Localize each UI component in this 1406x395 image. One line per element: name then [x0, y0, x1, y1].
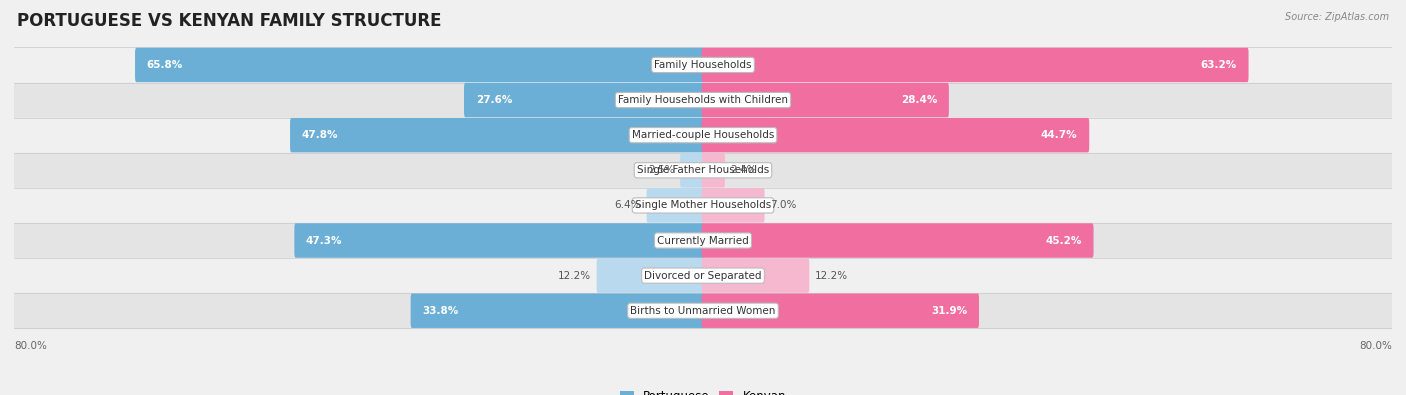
FancyBboxPatch shape: [135, 48, 704, 82]
Text: Family Households with Children: Family Households with Children: [619, 95, 787, 105]
Text: 45.2%: 45.2%: [1046, 235, 1083, 246]
Legend: Portuguese, Kenyan: Portuguese, Kenyan: [614, 385, 792, 395]
Text: Single Mother Households: Single Mother Households: [636, 200, 770, 211]
FancyBboxPatch shape: [702, 153, 725, 188]
FancyBboxPatch shape: [702, 223, 1094, 258]
FancyBboxPatch shape: [464, 83, 704, 117]
Text: Currently Married: Currently Married: [657, 235, 749, 246]
Bar: [14, 47, 1392, 83]
Text: 2.4%: 2.4%: [731, 165, 756, 175]
Bar: [14, 258, 1392, 293]
Bar: [14, 188, 1392, 223]
Text: Source: ZipAtlas.com: Source: ZipAtlas.com: [1285, 12, 1389, 22]
Bar: [14, 153, 1392, 188]
Text: 63.2%: 63.2%: [1201, 60, 1237, 70]
Text: 44.7%: 44.7%: [1040, 130, 1077, 140]
Text: 6.4%: 6.4%: [614, 200, 641, 211]
Text: Family Households: Family Households: [654, 60, 752, 70]
FancyBboxPatch shape: [702, 83, 949, 117]
Text: 47.8%: 47.8%: [302, 130, 339, 140]
FancyBboxPatch shape: [702, 293, 979, 328]
Text: Single Father Households: Single Father Households: [637, 165, 769, 175]
Text: Married-couple Households: Married-couple Households: [631, 130, 775, 140]
Text: 31.9%: 31.9%: [931, 306, 967, 316]
FancyBboxPatch shape: [702, 48, 1249, 82]
Text: 80.0%: 80.0%: [14, 340, 46, 351]
Text: Births to Unmarried Women: Births to Unmarried Women: [630, 306, 776, 316]
Bar: [14, 223, 1392, 258]
FancyBboxPatch shape: [411, 293, 704, 328]
FancyBboxPatch shape: [681, 153, 704, 188]
Bar: [14, 293, 1392, 328]
Text: 12.2%: 12.2%: [815, 271, 848, 280]
Bar: [14, 83, 1392, 118]
FancyBboxPatch shape: [290, 118, 704, 152]
FancyBboxPatch shape: [702, 258, 810, 293]
Text: 7.0%: 7.0%: [770, 200, 797, 211]
Text: Divorced or Separated: Divorced or Separated: [644, 271, 762, 280]
Text: 27.6%: 27.6%: [475, 95, 512, 105]
Bar: [14, 118, 1392, 153]
FancyBboxPatch shape: [294, 223, 704, 258]
FancyBboxPatch shape: [596, 258, 704, 293]
Text: 47.3%: 47.3%: [307, 235, 343, 246]
FancyBboxPatch shape: [702, 118, 1090, 152]
Text: PORTUGUESE VS KENYAN FAMILY STRUCTURE: PORTUGUESE VS KENYAN FAMILY STRUCTURE: [17, 12, 441, 30]
FancyBboxPatch shape: [647, 188, 704, 223]
FancyBboxPatch shape: [702, 188, 765, 223]
Text: 33.8%: 33.8%: [422, 306, 458, 316]
Text: 65.8%: 65.8%: [146, 60, 183, 70]
Text: 80.0%: 80.0%: [1360, 340, 1392, 351]
Text: 2.5%: 2.5%: [648, 165, 675, 175]
Text: 12.2%: 12.2%: [558, 271, 591, 280]
Text: 28.4%: 28.4%: [901, 95, 938, 105]
